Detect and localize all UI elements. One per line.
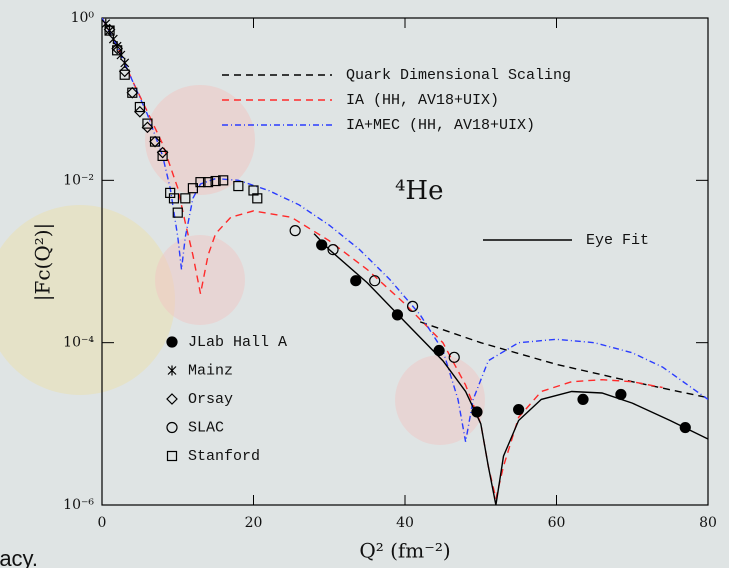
- marker: [317, 240, 327, 250]
- marker: [616, 389, 626, 399]
- decor: [145, 85, 255, 195]
- legend-label: Stanford: [188, 448, 260, 465]
- marker: [472, 407, 482, 417]
- legend-label: Orsay: [188, 391, 233, 408]
- legend-label: Mainz: [188, 362, 233, 379]
- legend-label: JLab Hall A: [188, 334, 287, 351]
- marker: [680, 423, 690, 433]
- y-tick-label: 10⁻⁴: [63, 335, 94, 351]
- legend-label: Eye Fit: [586, 232, 649, 249]
- x-tick-label: 40: [396, 515, 414, 531]
- legend-marker: [167, 337, 177, 347]
- decor: [155, 235, 245, 325]
- marker: [514, 405, 524, 415]
- legend-label: IA+MEC (HH, AV18+UIX): [346, 117, 535, 134]
- page: Q² (fm⁻²) |Fc(Q²)| ⁴He racy. 0 20 40 60 80 10…: [0, 0, 729, 568]
- y-tick-label: 10⁻⁶: [63, 497, 94, 513]
- caption-fragment: racy.: [0, 546, 38, 568]
- legend-label: IA (HH, AV18+UIX): [346, 92, 499, 109]
- legend-label: SLAC: [188, 419, 224, 436]
- marker: [578, 394, 588, 404]
- y-tick-label: 10⁻²: [63, 172, 94, 188]
- x-tick-label: 80: [699, 515, 717, 531]
- x-tick-label: 0: [98, 515, 107, 531]
- x-tick-label: 60: [548, 515, 566, 531]
- legend-swatch: [167, 337, 177, 347]
- x-tick-label: 20: [245, 515, 263, 531]
- y-axis-label: |Fc(Q²)|: [31, 223, 56, 302]
- marker: [392, 310, 402, 320]
- marker: [434, 346, 444, 356]
- x-axis-label: Q² (fm⁻²): [359, 539, 450, 563]
- annotation: ⁴He: [395, 176, 443, 206]
- y-tick-label: 10⁰: [71, 10, 95, 26]
- marker: [351, 276, 361, 286]
- legend-label: Quark Dimensional Scaling: [346, 67, 571, 84]
- chart: Q² (fm⁻²) |Fc(Q²)| ⁴He racy. 0 20 40 60 80 10…: [0, 0, 729, 568]
